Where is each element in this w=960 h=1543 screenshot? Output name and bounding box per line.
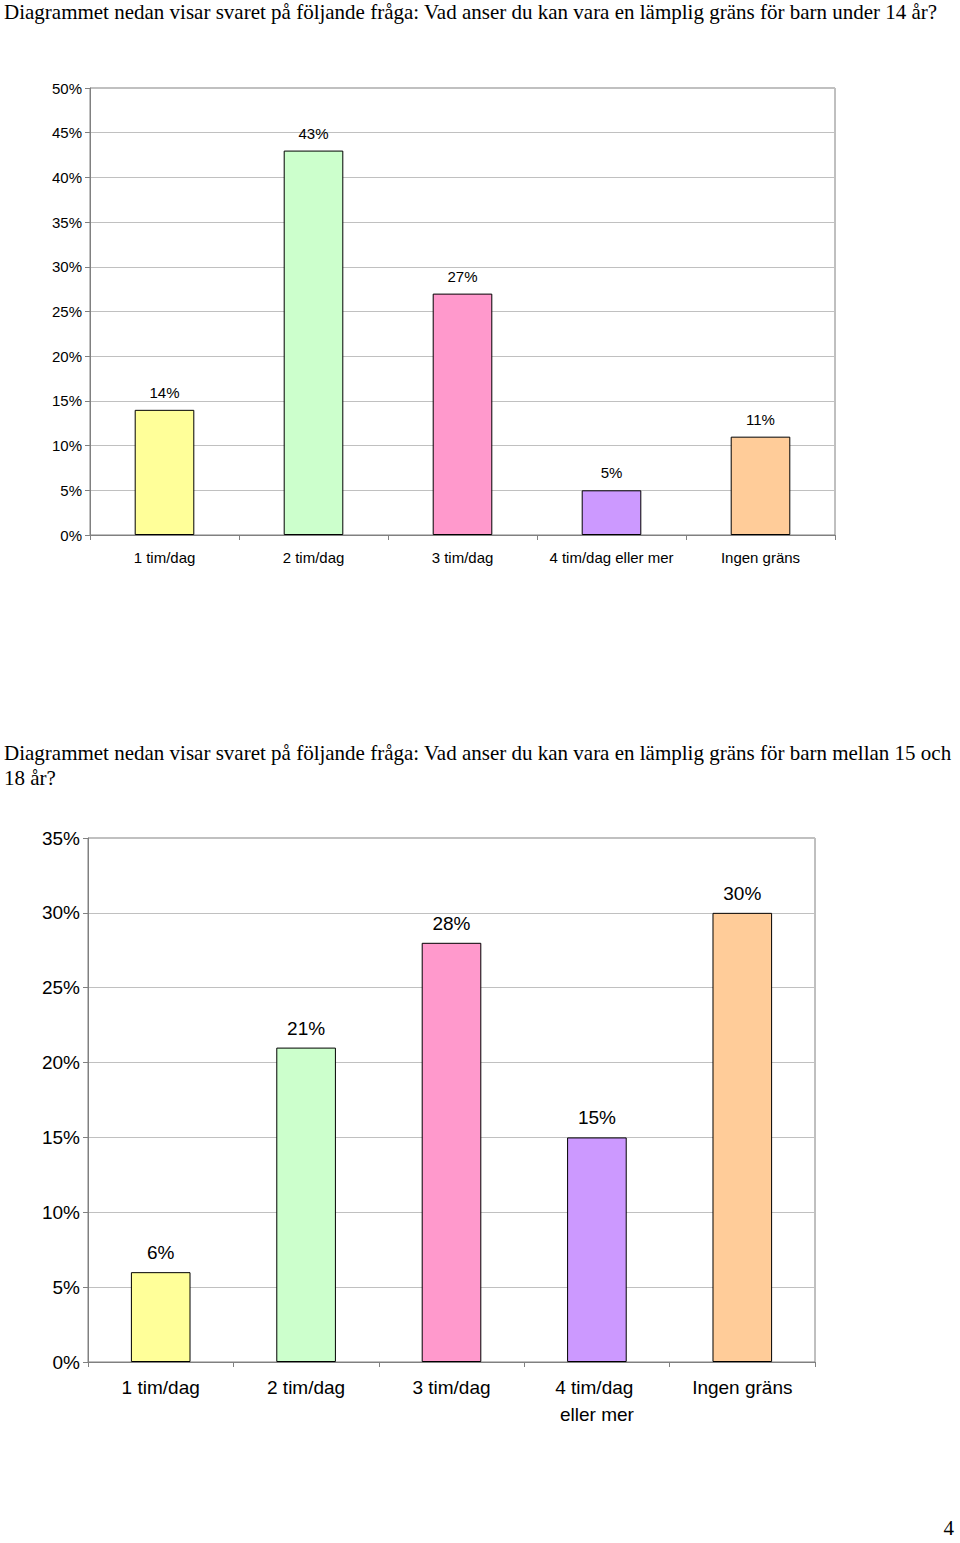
svg-text:50%: 50% — [52, 80, 82, 97]
svg-text:25%: 25% — [52, 303, 82, 320]
svg-text:3 tim/dag: 3 tim/dag — [432, 549, 494, 566]
svg-text:20%: 20% — [52, 348, 82, 365]
svg-text:4 tim/dag eller mer: 4 tim/dag eller mer — [549, 549, 673, 566]
svg-text:35%: 35% — [52, 214, 82, 231]
svg-text:10%: 10% — [52, 437, 82, 454]
svg-text:35%: 35% — [42, 828, 80, 849]
html-text:4: 4 — [943, 1516, 954, 1540]
svg-text:5%: 5% — [601, 464, 623, 481]
html-text:Diagrammet nedan visar svaret: Diagrammet nedan visar svaret på följand… — [4, 741, 952, 790]
svg-text:30%: 30% — [723, 883, 761, 904]
svg-text:2 tim/dag: 2 tim/dag — [283, 549, 345, 566]
svg-text:5%: 5% — [60, 482, 82, 499]
svg-text:21%: 21% — [287, 1018, 325, 1039]
svg-text:Ingen gräns: Ingen gräns — [692, 1377, 792, 1398]
svg-text:0%: 0% — [60, 527, 82, 544]
svg-text:0%: 0% — [53, 1352, 81, 1373]
svg-text:20%: 20% — [42, 1052, 80, 1073]
svg-text:45%: 45% — [52, 124, 82, 141]
svg-text:40%: 40% — [52, 169, 82, 186]
html-text:Diagrammet nedan visar svaret: Diagrammet nedan visar svaret på följand… — [4, 0, 938, 24]
svg-text:15%: 15% — [578, 1107, 616, 1128]
svg-text:14%: 14% — [149, 384, 179, 401]
svg-text:25%: 25% — [42, 977, 80, 998]
svg-text:30%: 30% — [52, 258, 82, 275]
svg-text:11%: 11% — [746, 411, 775, 428]
svg-text:15%: 15% — [42, 1127, 80, 1148]
svg-text:4 tim/dag: 4 tim/dag — [555, 1377, 638, 1398]
svg-text:6%: 6% — [147, 1242, 175, 1263]
svg-text:1 tim/dag: 1 tim/dag — [134, 549, 196, 566]
svg-text:27%: 27% — [447, 268, 477, 285]
svg-text:10%: 10% — [42, 1202, 80, 1223]
svg-text:2 tim/dag: 2 tim/dag — [267, 1377, 345, 1398]
svg-text:3 tim/dag: 3 tim/dag — [412, 1377, 490, 1398]
svg-text:28%: 28% — [432, 913, 470, 934]
svg-text:eller mer: eller mer — [560, 1404, 635, 1425]
svg-text:30%: 30% — [42, 902, 80, 923]
svg-text:1 tim/dag: 1 tim/dag — [122, 1377, 200, 1398]
svg-text:5%: 5% — [53, 1277, 81, 1298]
svg-text:15%: 15% — [52, 392, 82, 409]
svg-text:43%: 43% — [298, 125, 328, 142]
svg-text:Ingen gräns: Ingen gräns — [721, 549, 800, 566]
